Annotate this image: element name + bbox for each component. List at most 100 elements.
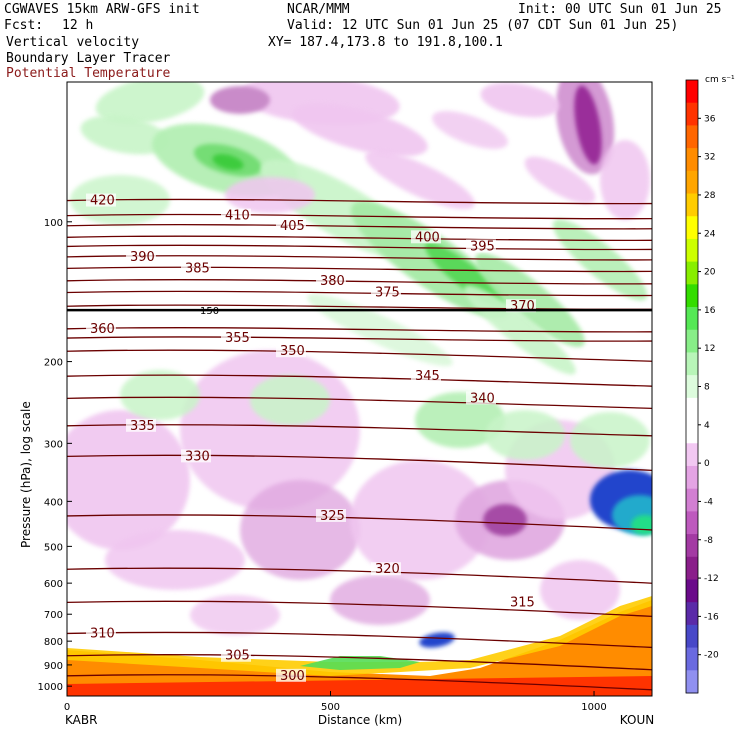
colorbar-swatch-3 [686, 148, 698, 172]
colorbar-swatch-17 [686, 465, 698, 490]
org-label: NCAR/MMM [287, 2, 350, 17]
isentrope-label-bg-390 [126, 249, 156, 263]
w-region-22 [524, 156, 596, 204]
isentrope-label-360: 360 [90, 322, 115, 337]
isentrope-320 [67, 567, 652, 584]
isentrope-label-bg-300 [276, 668, 306, 682]
colorbar-swatch-14 [686, 397, 698, 422]
bl-tracer-yellow [67, 596, 652, 676]
bl-tracer-green [300, 656, 420, 670]
colorbar-tick-label-0: 0 [704, 459, 710, 469]
colorbar-tick-label-36: 36 [704, 114, 716, 124]
tropopause-label: 150 [200, 306, 219, 317]
colorbar-tick-label-28: 28 [704, 191, 716, 201]
y-tick-label-200: 200 [44, 358, 63, 369]
isentrope-label-325: 325 [320, 509, 345, 524]
isentrope-label-330: 330 [185, 449, 210, 464]
y-tick-label-800: 800 [44, 637, 63, 648]
y-axis-title: Pressure (hPa), log scale [19, 401, 33, 548]
isentrope-350 [67, 349, 652, 362]
colorbar-tick-label-32: 32 [704, 153, 715, 163]
isentrope-360 [67, 327, 652, 333]
isentrope-400 [67, 235, 652, 242]
w-region-16 [365, 150, 475, 210]
colorbar-swatch-2 [686, 125, 698, 149]
left-station-label: KABR [65, 713, 97, 727]
colorbar-swatch-25 [686, 647, 698, 671]
isentrope-380 [67, 279, 652, 285]
valid-time: Valid: 12 UTC Sun 01 Jun 25 (07 CDT Sun … [287, 18, 679, 33]
isentrope-label-bg-340 [466, 391, 496, 405]
isentrope-label-bg-385 [181, 261, 211, 275]
w-region-9 [464, 285, 576, 375]
w-region-27 [105, 530, 245, 590]
isentrope-label-395: 395 [470, 239, 495, 254]
colorbar: 36 32 28 24 20 16 12 8 4 0 -4 -8 -12 -16 -20 [685, 79, 719, 694]
isentrope-label-bg-360 [86, 321, 116, 335]
plot-frame [66, 81, 653, 697]
colorbar-swatch-7 [686, 238, 698, 263]
x-tick-label-500: 500 [321, 702, 340, 713]
y-tick-label-1000: 1000 [38, 682, 63, 693]
fcst-label: Fcst: [4, 18, 44, 33]
isentrope-340 [67, 396, 652, 409]
isentrope-label-bg-410 [221, 208, 251, 222]
isentrope-label-375: 375 [375, 286, 400, 301]
isentrope-395 [67, 244, 652, 251]
x-tick-label-1000: 1000 [581, 702, 606, 713]
isentrope-label-bg-345 [411, 369, 441, 383]
w-region-1 [80, 115, 170, 155]
isentrope-label-bg-310 [86, 626, 116, 640]
colorbar-swatch-4 [686, 170, 698, 195]
isentrope-410 [67, 213, 652, 220]
w-region-30 [483, 504, 527, 536]
isentrope-325 [67, 514, 652, 531]
isentrope-label-305: 305 [225, 649, 250, 664]
colorbar-tick-label--12: -12 [704, 574, 719, 584]
isentrope-label-385: 385 [185, 261, 210, 276]
colorbar-tick-label--4: -4 [704, 497, 713, 507]
colorbar-swatch-15 [686, 420, 698, 444]
w-region-18 [432, 111, 508, 149]
colorbar-swatch-20 [686, 534, 698, 558]
isentrope-300 [67, 674, 652, 691]
colorbar-units: cm s⁻¹ [705, 75, 735, 85]
w-region-15 [292, 103, 428, 157]
field-vertical-velocity: Vertical velocity [6, 35, 140, 50]
colorbar-swatch-26 [686, 670, 698, 694]
isentrope-label-355: 355 [225, 331, 250, 346]
w-region-34 [330, 575, 430, 625]
y-tick-label-700: 700 [44, 610, 63, 621]
isentrope-layer: 420 410 405 400 395 390 385 380 375 370 360 355 350 3… [67, 193, 652, 691]
colorbar-swatch-23 [686, 602, 698, 626]
isentrope-label-bg-320 [371, 562, 401, 576]
w-region-36 [250, 375, 330, 425]
w-region-24 [67, 410, 190, 550]
colorbar-swatch-18 [686, 488, 698, 512]
isentrope-310 [67, 631, 652, 649]
isentrope-label-320: 320 [375, 562, 400, 577]
colorbar-swatch-0 [686, 80, 698, 104]
colorbar-swatch-19 [686, 511, 698, 535]
colorbar-tick-label--16: -16 [704, 612, 719, 622]
isentrope-label-410: 410 [225, 209, 250, 224]
isentrope-label-bg-355 [221, 331, 251, 345]
isentrope-345 [67, 374, 652, 387]
colorbar-swatch-11 [686, 329, 698, 353]
colorbar-tick-label--8: -8 [704, 536, 713, 546]
w-region-23 [600, 140, 650, 220]
w-region-25 [180, 350, 360, 510]
colorbar-tick-label-24: 24 [704, 229, 716, 239]
isentrope-label-bg-400 [411, 230, 441, 244]
isentrope-label-bg-375 [371, 285, 401, 299]
isentrope-label-bg-335 [126, 418, 156, 432]
isentrope-label-405: 405 [280, 219, 305, 234]
isentrope-355 [67, 336, 652, 342]
isentrope-405 [67, 224, 652, 230]
w-region-4 [212, 154, 244, 170]
w-region-21 [480, 82, 560, 118]
x-axis-title: Distance (km) [318, 713, 402, 727]
isentrope-label-bg-325 [316, 508, 346, 522]
w-region-39 [570, 412, 650, 468]
